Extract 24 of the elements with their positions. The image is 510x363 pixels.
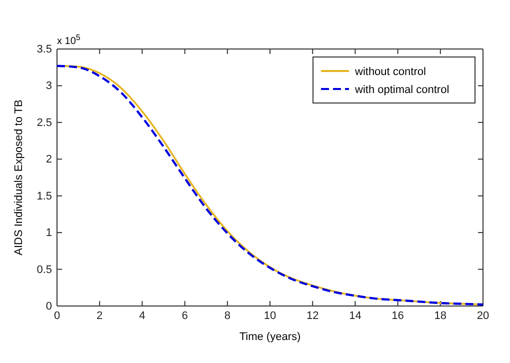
y-tick-label: 3.5 — [36, 44, 52, 56]
x-axis-title: Time (years) — [239, 331, 301, 343]
y-tick-label: 1.5 — [36, 190, 52, 202]
x-tick-label: 8 — [224, 310, 230, 322]
y-axis-title: AIDS Individuals Exposed to TB — [13, 100, 25, 256]
x-tick-label: 10 — [264, 310, 276, 322]
x-tick-label: 0 — [54, 310, 60, 322]
legend-label: without control — [354, 66, 426, 78]
y-tick-label: 2.5 — [36, 116, 52, 129]
x-tick-label: 4 — [139, 310, 146, 322]
y-tick-label: 2 — [46, 154, 52, 166]
x-tick-label: 12 — [306, 310, 319, 322]
y-tick-label: 1 — [46, 227, 52, 240]
x-tick-label: 6 — [182, 310, 188, 322]
x-tick-label: 16 — [392, 310, 404, 322]
text: x 10$^{5}$ — [57, 32, 81, 47]
x-tick-label: 18 — [434, 310, 447, 322]
y-tick-label: 0.5 — [36, 264, 52, 276]
x-tick-label: 14 — [349, 310, 362, 322]
x-tick-label: 20 — [476, 310, 490, 322]
legend-label: with optimal control — [354, 84, 450, 96]
x-tick-label: 2 — [96, 310, 103, 322]
y-tick-label: 0 — [46, 300, 52, 313]
y-tick-label: 3 — [46, 80, 52, 92]
